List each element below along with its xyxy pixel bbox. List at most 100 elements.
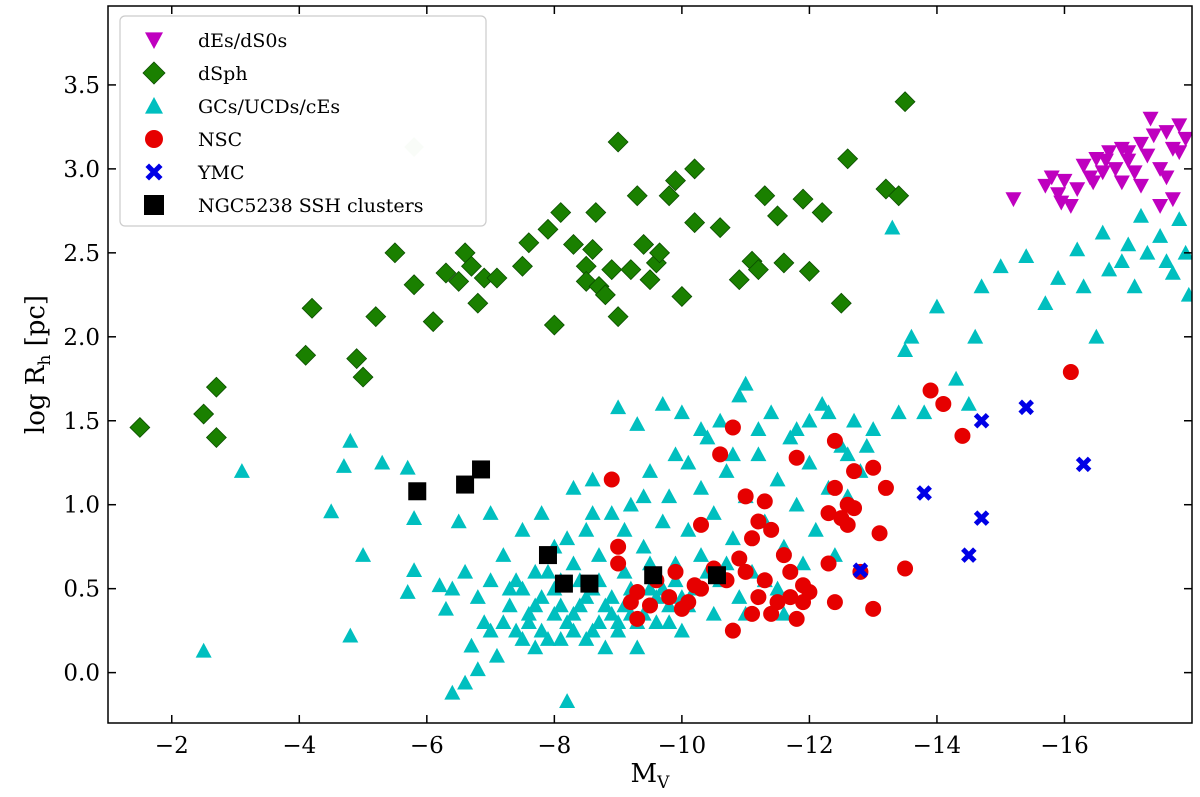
data-point <box>973 412 990 429</box>
data-point <box>533 589 550 604</box>
data-point <box>565 555 582 571</box>
data-point <box>610 614 627 630</box>
data-point <box>897 342 914 358</box>
data-point <box>1037 295 1054 311</box>
data-point <box>406 562 423 577</box>
data-point <box>1171 145 1188 161</box>
data-point <box>775 605 792 621</box>
data-point <box>935 395 952 412</box>
data-point <box>756 493 773 510</box>
data-point <box>782 563 799 580</box>
data-point <box>550 202 572 224</box>
y-tick-label: 2.5 <box>63 241 100 267</box>
data-point <box>1043 170 1060 186</box>
data-point <box>559 614 576 630</box>
data-point <box>807 521 824 537</box>
y-axis-label: log Rh [pc] <box>21 295 55 434</box>
data-point <box>775 547 792 564</box>
data-point <box>693 421 710 436</box>
axis-ticks: −2 −4 −6 −8 −10 −12 −14 −16 0.0 0.5 1.0 1.5 2.0 2.5 3.… <box>63 6 1192 759</box>
data-point <box>894 91 916 113</box>
legend-marker <box>142 61 166 85</box>
data-point <box>693 580 710 597</box>
data-point <box>1152 162 1169 177</box>
data-point <box>865 421 882 436</box>
data-point <box>750 513 767 530</box>
data-point <box>820 505 837 522</box>
data-point <box>654 395 671 411</box>
data-point <box>514 580 531 596</box>
data-point <box>1075 278 1092 294</box>
legend-label: dSph <box>198 63 248 85</box>
data-point <box>1113 253 1130 269</box>
legend-marker <box>145 97 163 114</box>
data-point <box>533 622 550 638</box>
legend-item: YMC <box>145 162 245 184</box>
data-point <box>684 158 706 180</box>
data-point <box>520 605 537 621</box>
data-point <box>594 284 616 306</box>
data-point <box>610 538 627 555</box>
data-point <box>457 674 474 690</box>
y-tick-label: 0.5 <box>63 577 100 603</box>
data-point <box>457 563 474 579</box>
data-point <box>1101 145 1118 161</box>
data-point <box>724 622 741 639</box>
data-point <box>820 555 837 572</box>
data-point <box>384 242 406 264</box>
data-point <box>712 412 729 428</box>
data-point <box>1120 145 1137 161</box>
data-point <box>610 622 627 638</box>
data-point <box>684 212 706 234</box>
data-point <box>846 500 863 517</box>
data-point <box>763 605 780 622</box>
data-point <box>435 262 457 284</box>
data-point <box>839 446 856 462</box>
legend-label: dEs/dS0s <box>198 30 287 52</box>
data-point <box>607 131 629 153</box>
data-point <box>837 148 859 170</box>
data-point <box>747 259 769 281</box>
x-axis-label-main: M <box>631 759 658 789</box>
legend-marker <box>144 195 164 215</box>
data-point <box>482 572 499 588</box>
data-point <box>888 185 910 207</box>
data-point <box>488 647 505 663</box>
data-point <box>826 594 843 611</box>
data-point <box>839 516 856 533</box>
legend-marker <box>145 32 163 49</box>
data-point <box>444 684 461 700</box>
x-tick-label: −10 <box>658 733 707 759</box>
data-point <box>514 631 531 646</box>
data-point <box>865 459 882 476</box>
data-point <box>563 233 584 255</box>
data-point <box>680 594 697 611</box>
data-point <box>673 622 690 638</box>
data-point <box>520 614 537 630</box>
data-point <box>374 454 391 470</box>
y-tick-label: 1.5 <box>63 409 100 435</box>
data-point <box>448 270 470 292</box>
data-point <box>916 485 932 501</box>
data-point <box>1152 228 1169 243</box>
data-point <box>846 463 863 480</box>
data-point <box>552 631 569 646</box>
data-point <box>903 328 920 344</box>
data-point <box>661 589 678 606</box>
data-point <box>1152 199 1169 214</box>
data-point <box>408 482 427 501</box>
data-point <box>543 314 565 336</box>
data-point <box>486 267 508 289</box>
data-point <box>1126 278 1143 294</box>
data-point <box>737 488 754 505</box>
data-point <box>476 614 493 630</box>
data-point <box>539 631 556 646</box>
data-point <box>508 622 525 638</box>
data-point <box>744 605 761 622</box>
data-point <box>792 188 814 210</box>
data-point <box>763 521 780 538</box>
data-point <box>773 252 795 274</box>
data-point <box>699 429 716 445</box>
data-point <box>961 547 977 563</box>
data-point <box>342 432 359 448</box>
